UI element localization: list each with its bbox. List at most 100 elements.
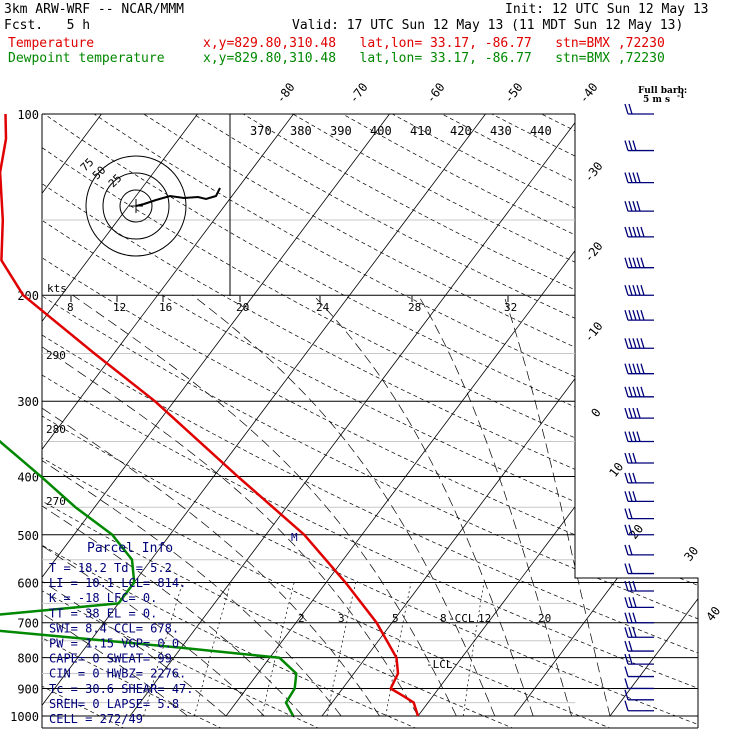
- barb-flag: [640, 309, 645, 321]
- barb-flag: [628, 386, 633, 398]
- valid-time: Valid: 17 UTC Sun 12 May 13 (11 MDT Sun …: [292, 18, 684, 33]
- barb-flag: [628, 544, 633, 556]
- theta-left-label: 280: [46, 423, 66, 436]
- wind-barb: [624, 640, 654, 652]
- barb-flag: [624, 386, 629, 398]
- barb-flag: [632, 363, 637, 374]
- wind-barb: [624, 678, 654, 690]
- theta-label: 400: [370, 124, 392, 138]
- barb-flag: [624, 226, 629, 238]
- barb-flag: [628, 285, 633, 296]
- isotherm-label: 0: [588, 406, 603, 420]
- hodograph-ring: [119, 189, 153, 223]
- wind-barb: [624, 172, 654, 184]
- barb-flag: [624, 491, 629, 502]
- barb-flag: [628, 508, 633, 519]
- barb-flag: [636, 431, 641, 442]
- wind-barb: [624, 407, 654, 419]
- barb-key-title: Full barb:: [638, 86, 687, 96]
- wind-speed-label: 8: [67, 301, 74, 314]
- barb-flag: [632, 472, 637, 484]
- parcel-row: K = -18 LFC= 0.: [49, 591, 157, 605]
- wind-barb: [624, 309, 654, 321]
- parcel-row: T = 18.2 Td = 5.2: [49, 561, 172, 575]
- dry-adiabat: [681, 114, 698, 728]
- theta-left-label: 290: [46, 349, 66, 362]
- barb-flag: [624, 580, 629, 592]
- wind-barb: [624, 140, 654, 152]
- dry-adiabat: [730, 87, 740, 729]
- dry-adiabat: [42, 114, 613, 728]
- dry-adiabat: [42, 114, 418, 728]
- theta-label: 430: [490, 124, 512, 138]
- barb-flag: [624, 285, 629, 296]
- barb-flag: [636, 309, 641, 321]
- dry-adiabat: [488, 114, 698, 728]
- barb-flag: [628, 597, 633, 608]
- moist-adiabat: [417, 295, 572, 717]
- barb-flag: [632, 172, 637, 183]
- wind-barb: [624, 472, 654, 484]
- barb-flag: [628, 612, 633, 623]
- barb-flag: [640, 257, 645, 268]
- barb-flag: [624, 363, 629, 374]
- mixing-ratio-label: 20: [538, 612, 551, 625]
- barb-flag: [636, 285, 641, 296]
- init-time: Init: 12 UTC Sun 12 May 13: [505, 2, 709, 17]
- wind-barb: [624, 653, 654, 665]
- dry-adiabat: [391, 114, 698, 728]
- barb-flag: [632, 407, 637, 419]
- barb-flag: [640, 285, 645, 296]
- pressure-label: 800: [17, 652, 39, 666]
- model-title: 3km ARW-WRF -- NCAR/MMM: [4, 2, 185, 17]
- isotherm: [42, 114, 434, 717]
- barb-flag: [640, 363, 645, 374]
- wind-speed-label: 28: [408, 301, 421, 314]
- barb-flag: [624, 666, 629, 677]
- wind-barb: [624, 580, 654, 592]
- pressure-label: 1000: [10, 710, 39, 724]
- barb-flag: [628, 580, 633, 592]
- barb-flag: [632, 257, 637, 268]
- isotherm: [513, 114, 698, 717]
- parcel-row: CIN = 0 HWBZ= 2276.: [49, 667, 186, 681]
- ccl-marker: -CCL: [448, 612, 475, 625]
- dewpoint-line: [0, 439, 298, 717]
- barb-flag: [628, 431, 633, 442]
- wind-barb: [624, 285, 654, 296]
- dry-adiabat: [42, 114, 698, 728]
- theta-label: 380: [290, 124, 312, 138]
- barb-flag: [628, 140, 633, 151]
- dry-adiabat: [42, 114, 698, 728]
- barb-flag: [636, 407, 641, 419]
- parcel-row: SREH= 0 LAPSE= 5.8: [49, 697, 179, 711]
- barb-flag: [624, 407, 629, 419]
- wind-speed-label: 32: [504, 301, 517, 314]
- dry-adiabat: [343, 114, 698, 728]
- barb-flag: [628, 653, 633, 665]
- barb-flag: [624, 103, 629, 115]
- theta-label: 440: [530, 124, 552, 138]
- isobars: [42, 113, 698, 717]
- barb-flag: [624, 472, 629, 484]
- wind-speed-label: 16: [159, 301, 172, 314]
- wind-barb: [624, 386, 654, 398]
- barb-flag: [628, 524, 633, 535]
- barb-flag: [624, 452, 629, 464]
- wind-barb: [624, 363, 654, 375]
- dewpoint-location: x,y=829.80,310.48 lat,lon= 33.17, -86.77…: [203, 51, 665, 66]
- isotherm-label: -10: [581, 319, 605, 345]
- barb-flag: [624, 200, 629, 212]
- barb-flag: [628, 200, 633, 212]
- barb-flag: [624, 612, 629, 623]
- barb-flag: [632, 309, 637, 321]
- barb-flag: [624, 678, 629, 689]
- barb-flag: [624, 508, 629, 519]
- hodograph-ring: [85, 155, 187, 257]
- barb-flag: [624, 700, 629, 711]
- dry-adiabat: [584, 114, 698, 728]
- barb-key: Full barb: 5 m s -1: [638, 86, 687, 105]
- barb-flag: [636, 226, 641, 238]
- hodograph-trace: [135, 187, 221, 207]
- hodograph-ring: [102, 172, 170, 240]
